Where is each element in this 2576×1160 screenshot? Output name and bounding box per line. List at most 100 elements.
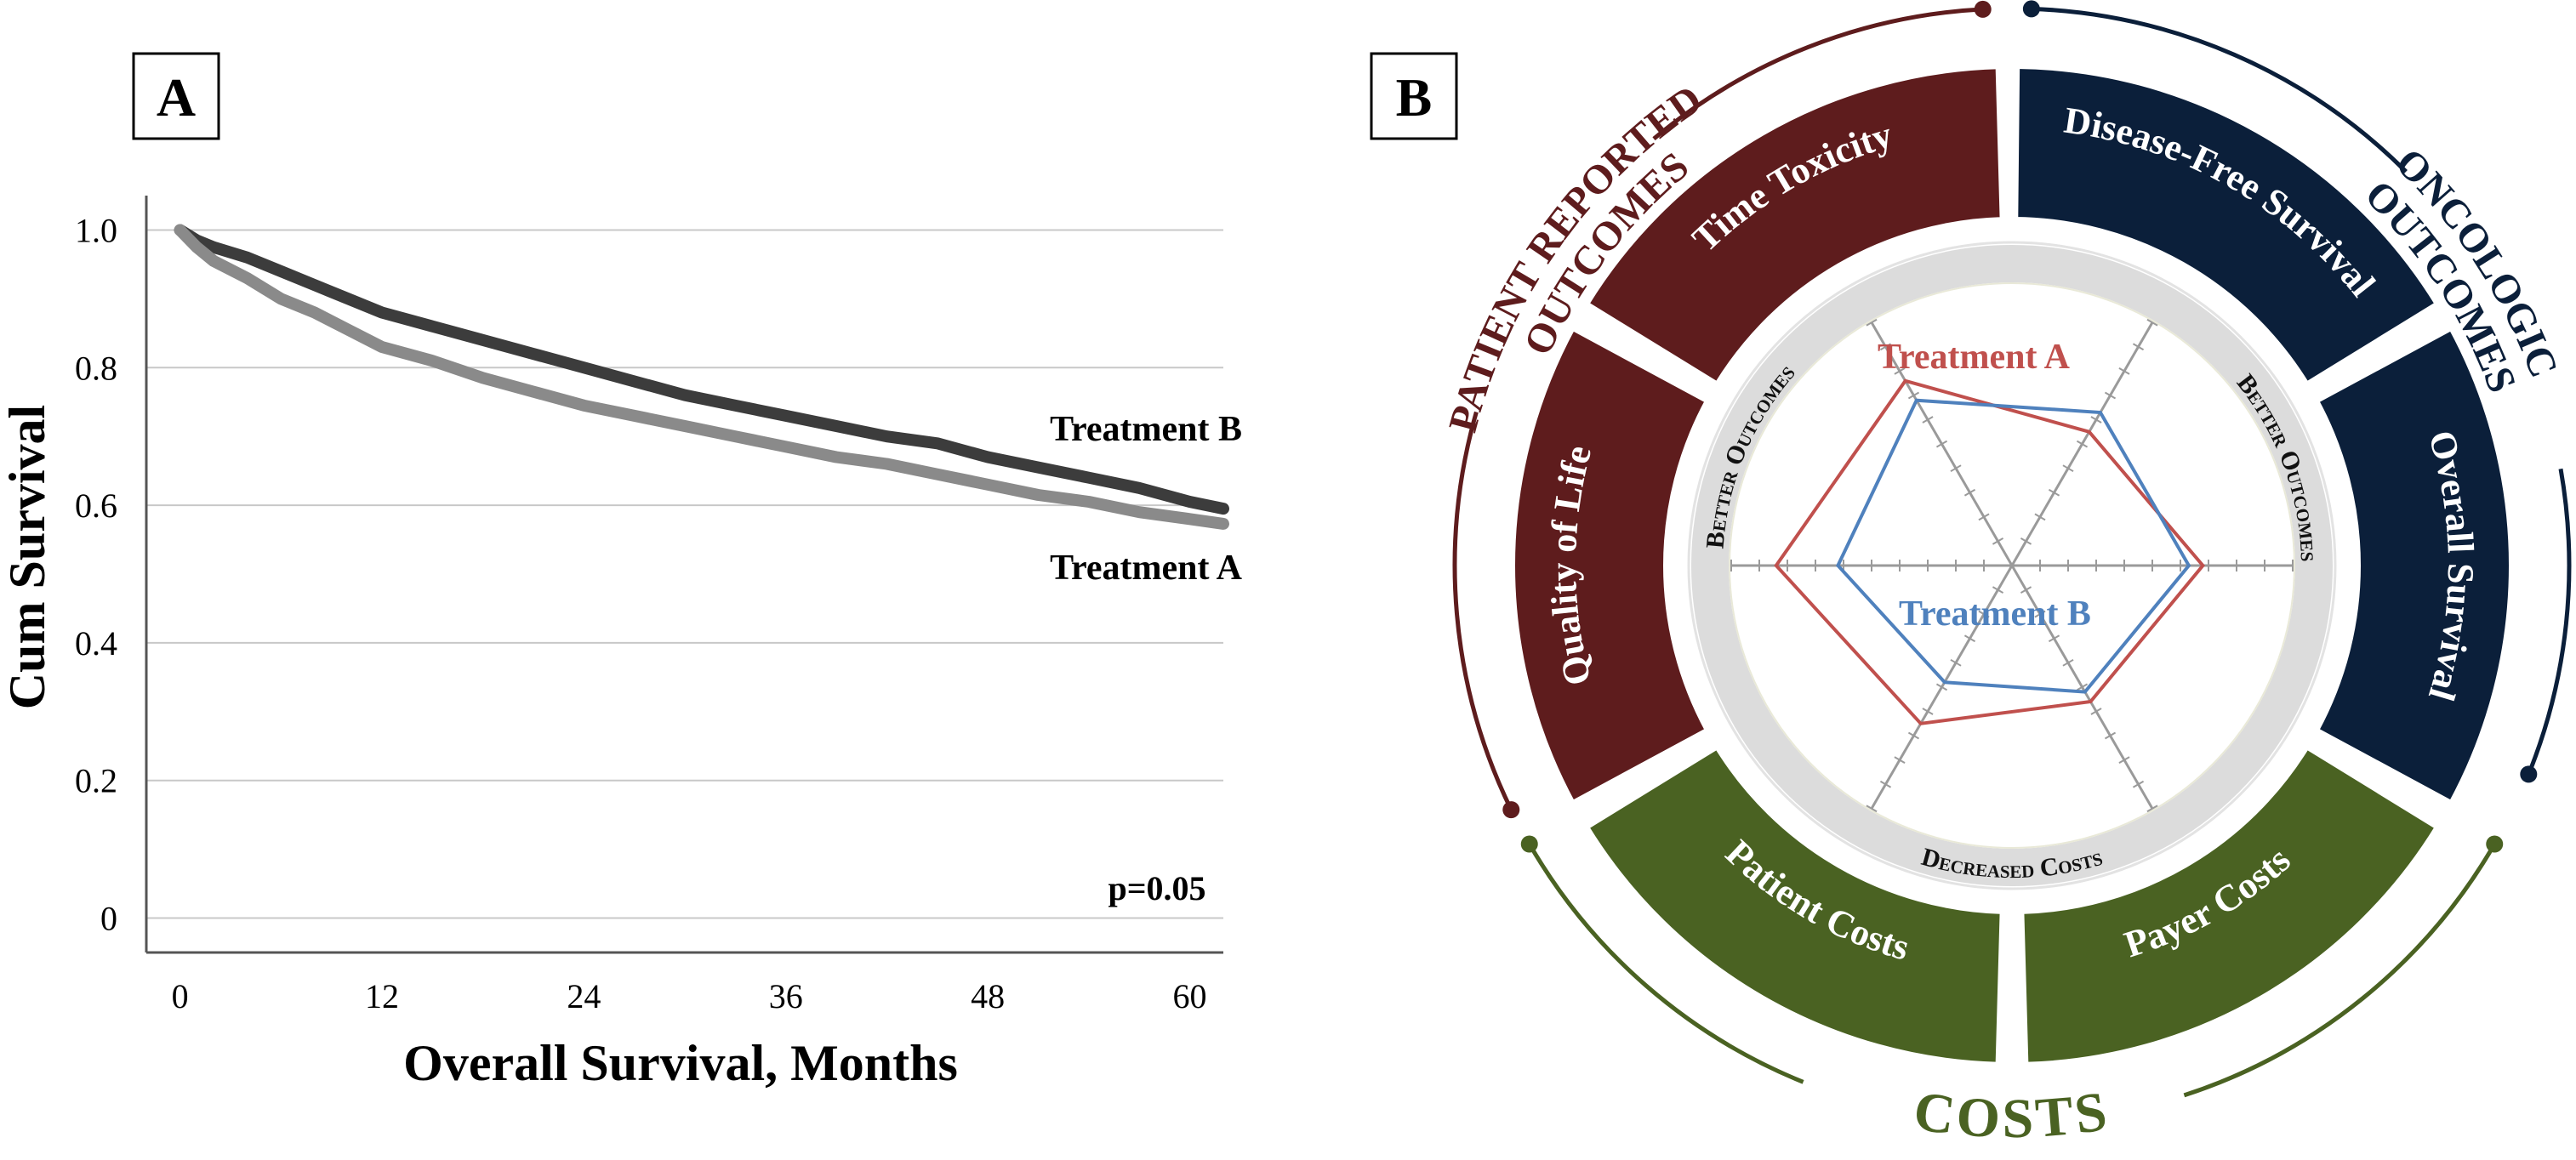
y-tick-label: 1.0 — [75, 211, 117, 249]
radar-tick — [1992, 586, 2004, 594]
radar-tick — [2048, 634, 2060, 643]
radar-tick — [2118, 367, 2130, 375]
radar-tick — [2048, 488, 2060, 497]
panel-a-kaplan-meier: A 0 0.2 0.4 0.6 0.8 1.0 0 12 24 36 48 60 Treatment… — [0, 52, 1243, 1091]
ring-segments — [1510, 63, 2514, 1067]
survival-curves — [174, 224, 1229, 530]
series-label-treatment-a: Treatment A — [1050, 549, 1243, 588]
radar-tick — [2090, 416, 2102, 424]
radar-tick — [2090, 708, 2102, 715]
radar-tick — [1978, 610, 1990, 618]
radar-label-treatment-a: Treatment A — [1878, 338, 2071, 377]
segment-time-toxicity — [1582, 64, 2005, 388]
oncologic-arc-top — [2031, 6, 2408, 173]
radar-tick — [2118, 756, 2130, 764]
radar-tick — [2034, 610, 2046, 618]
curve-treatment-a — [174, 224, 1229, 530]
p-value-annotation: p=0.05 — [1108, 869, 1205, 907]
radar-polygon-treatment-a — [1774, 378, 2206, 725]
radar-tick — [1907, 391, 1920, 400]
radar-tick — [2132, 343, 2145, 351]
radar-tick — [1894, 756, 1906, 764]
x-tick-label: 24 — [567, 977, 601, 1015]
panel-a-letter-box — [132, 52, 220, 140]
arc-end-dot — [2486, 835, 2504, 853]
radar-tick — [1866, 805, 1878, 813]
segment-overall-survival — [2312, 324, 2514, 807]
arc-end-dot — [1974, 0, 1992, 18]
arc-end-dot — [1502, 801, 1520, 819]
radar-tick — [2076, 440, 2089, 448]
radar-tick — [2132, 780, 2145, 788]
segment-quality-of-life — [1510, 324, 1712, 807]
km-axes — [145, 196, 1223, 954]
costs-arc-left — [1527, 843, 1804, 1084]
radar-tick — [2146, 805, 2158, 813]
patient-arc-left — [1452, 411, 1513, 811]
radar-tick — [1950, 464, 1962, 473]
arc-end-dot — [1520, 835, 1538, 853]
radar-tick — [1879, 343, 1892, 351]
radar-tick — [1963, 634, 1976, 643]
y-tick-label: 0.6 — [75, 486, 117, 525]
panel-b-letter: B — [1396, 67, 1433, 128]
radar-polygon-treatment-b — [1836, 398, 2191, 694]
patient-arc-top — [1652, 7, 1983, 141]
radar-tick — [1950, 658, 1962, 667]
outer-label-costs: COSTS — [1910, 1080, 2114, 1151]
curve-treatment-b — [174, 224, 1229, 515]
outer-group-arcs — [1452, 0, 2572, 1098]
y-gridlines — [146, 229, 1223, 919]
y-axis-label: Cum Survival — [0, 405, 55, 709]
panel-b-letter-box — [1370, 52, 1458, 140]
x-tick-labels: 0 12 24 36 48 60 — [172, 977, 1207, 1015]
radar-tick — [1992, 537, 2004, 545]
radar-tick — [2020, 537, 2032, 545]
segment-payer-costs — [2019, 743, 2442, 1067]
y-tick-label: 0.4 — [75, 624, 117, 662]
radar-tick — [2034, 513, 2046, 521]
radar-tick — [1935, 683, 1948, 691]
inner-ring-band — [1691, 245, 2333, 886]
radar-tick — [1935, 440, 1948, 448]
radar-tick — [1894, 367, 1906, 375]
x-tick-label: 60 — [1172, 977, 1206, 1015]
radar-tick — [1866, 318, 1878, 327]
y-tick-label: 0.2 — [75, 762, 117, 800]
y-tick-labels: 0 0.2 0.4 0.6 0.8 1.0 — [75, 211, 117, 937]
radar-tick — [2146, 318, 2158, 327]
panel-a-letter: A — [157, 67, 196, 128]
radar-tick — [1963, 488, 1976, 497]
radar-tick — [1922, 416, 1934, 424]
radar-tick — [1879, 780, 1892, 788]
radar-tick — [2076, 683, 2089, 691]
radar-tick — [2020, 586, 2032, 594]
radar-tick — [2062, 658, 2074, 667]
y-tick-label: 0.8 — [75, 349, 117, 387]
x-tick-label: 36 — [769, 977, 803, 1015]
x-tick-label: 0 — [172, 977, 189, 1015]
radar-tick — [1907, 731, 1920, 740]
x-axis-label: Overall Survival, Months — [403, 1035, 958, 1091]
segment-disease-free-survival — [2013, 63, 2442, 388]
radar-tick — [1978, 513, 1990, 521]
radar-series — [1774, 378, 2206, 725]
radar-tick — [2104, 391, 2117, 400]
series-labels: Treatment B Treatment A — [1050, 410, 1243, 588]
y-tick-label: 0 — [100, 900, 117, 938]
radar-tick — [1922, 708, 1934, 715]
x-tick-label: 48 — [971, 977, 1005, 1015]
arc-end-dot — [2520, 765, 2538, 783]
radar-series-labels: Treatment A Treatment B — [1878, 338, 2091, 634]
series-label-treatment-b: Treatment B — [1050, 410, 1242, 449]
segment-patient-costs — [1582, 743, 2005, 1067]
radar-tick — [2104, 731, 2117, 740]
oncologic-arc-right — [2526, 468, 2572, 776]
x-tick-label: 12 — [365, 977, 399, 1015]
radar-label-treatment-b: Treatment B — [1899, 594, 2091, 634]
radar-tick — [2062, 464, 2074, 473]
costs-arc-right — [2183, 843, 2497, 1098]
arc-end-dot — [2022, 0, 2040, 18]
